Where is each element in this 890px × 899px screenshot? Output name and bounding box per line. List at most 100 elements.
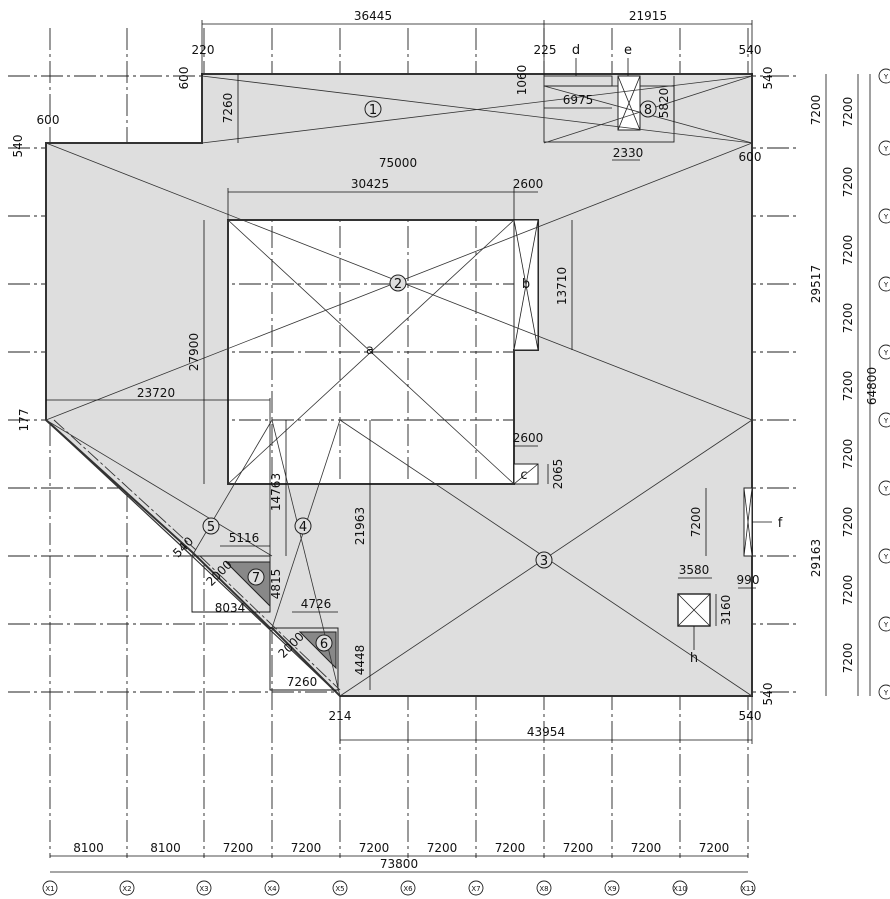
x-axis-label: X7: [471, 885, 480, 893]
region-circle-1: [364, 100, 382, 118]
x-axis-label: X4: [267, 885, 277, 893]
letter-h: h: [690, 651, 698, 666]
y-spacing-label: 7200: [841, 439, 855, 470]
axis-bubble-y9: [878, 616, 890, 632]
skylight-e-x2: [617, 75, 641, 131]
y-axis-label: Y: [883, 73, 889, 81]
dim-2065: 2065: [551, 459, 565, 490]
dim-3160: 3160: [719, 595, 733, 626]
dim-2600-mid: 2600: [513, 431, 544, 445]
x-spacing-label: 8100: [73, 841, 104, 855]
y-spacing-label: 7200: [841, 97, 855, 128]
dim-2600-top: 2600: [513, 177, 544, 191]
region-circle-8: [639, 100, 657, 118]
skylight-c-x: [513, 463, 539, 485]
dim-600-left: 600: [37, 113, 60, 127]
y-axis-label: Y: [883, 145, 889, 153]
dim-2330: 2330: [613, 146, 644, 160]
x-axis-label: X9: [607, 885, 616, 893]
axis-bubble-x4: [264, 880, 280, 896]
dim-27900: 27900: [187, 333, 201, 371]
r5-diag-a: [45, 419, 273, 557]
region-label-1: 1: [369, 103, 377, 118]
y-axis-label: Y: [883, 553, 889, 561]
y-spacing-label: 7200: [841, 643, 855, 674]
region-markers: [202, 100, 657, 652]
axis-bubble-x9: [604, 880, 620, 896]
x-axis-label: X5: [335, 885, 344, 893]
y-axis-label: Y: [883, 349, 889, 357]
dim-3580: 3580: [679, 563, 710, 577]
dim-540-right: 540: [761, 67, 775, 90]
skylight-f-x2: [743, 487, 753, 557]
x-axis-label: X8: [539, 885, 548, 893]
dim-540-left: 540: [11, 135, 25, 158]
r1-diag-b: [201, 75, 753, 144]
region-circle-4: [294, 517, 312, 535]
axis-bubbles: [42, 68, 890, 896]
x-axis-label: X1: [45, 885, 54, 893]
dim-1060: 1060: [515, 65, 529, 96]
dim-73800: 73800: [380, 857, 418, 871]
dim-4448: 4448: [353, 645, 367, 676]
dim-23720: 23720: [137, 386, 175, 400]
y-axis-label: Y: [883, 213, 889, 221]
letter-c: c: [520, 468, 527, 483]
dim-600-right: 600: [739, 150, 762, 164]
dim-7260-h: 7260: [287, 675, 318, 689]
y-axis-labels: Y Y Y Y Y Y Y Y Y Y: [883, 73, 889, 697]
region-label-8: 8: [644, 103, 652, 118]
region-label-5: 5: [207, 520, 215, 535]
dim-177: 177: [17, 409, 31, 432]
axis-bubble-x6: [400, 880, 416, 896]
dim-13710: 13710: [555, 267, 569, 305]
skylight-h-x2: [677, 593, 711, 627]
region-circle-3: [535, 551, 553, 569]
letter-f: f: [778, 516, 783, 531]
axis-bubble-x11: [740, 880, 756, 896]
dim-30425: 30425: [351, 177, 389, 191]
axis-bubble-y3: [878, 208, 890, 224]
dim-540-bottom-r: 540: [761, 683, 775, 706]
y-spacing-labels: 7200 7200 7200 7200 7200 7200 7200 7200 7200: [841, 97, 855, 674]
axis-bubble-x1: [42, 880, 58, 896]
letter-b: b: [522, 277, 530, 292]
axis-bubble-x8: [536, 880, 552, 896]
dim-8034: 8034: [215, 601, 246, 615]
x-axis-label: X6: [403, 885, 413, 893]
x-spacing-label: 7200: [359, 841, 390, 855]
region-diagonals: [45, 75, 753, 697]
dim-540-bottom: 540: [739, 709, 762, 723]
dim-21963: 21963: [353, 507, 367, 545]
diagonal-edge-a: [45, 419, 193, 557]
y-spacing-label: 7200: [841, 303, 855, 334]
dim-990: 990: [737, 573, 760, 587]
dim-21915: 21915: [629, 9, 667, 23]
dim-6975: 6975: [563, 93, 594, 107]
region-circle-5: [202, 517, 220, 535]
region-circle-6: [315, 634, 333, 652]
axis-bubble-y8: [878, 548, 890, 564]
dim-7200-f: 7200: [689, 507, 703, 538]
x-spacing-label: 7200: [699, 841, 730, 855]
axis-bubble-y5: [878, 344, 890, 360]
axis-bubble-y6: [878, 412, 890, 428]
axis-bubble-y1: [878, 68, 890, 84]
x-spacing-label: 7200: [495, 841, 526, 855]
x-axis-labels: X1 X2 X3 X4 X5 X6 X7 X8 X9 X10 X11: [45, 885, 754, 893]
axis-bubble-x7: [468, 880, 484, 896]
x-spacing-label: 7200: [563, 841, 594, 855]
axis-bubble-y10: [878, 684, 890, 700]
x-axis-label: X10: [673, 885, 687, 893]
letter-d: d: [572, 43, 580, 58]
dimension-lines: [46, 20, 871, 873]
region-circle-7: [247, 568, 265, 586]
dim-64800: 64800: [865, 367, 879, 405]
dim-29163: 29163: [809, 539, 823, 577]
y-axis-label: Y: [883, 417, 889, 425]
x-spacing-label: 7200: [631, 841, 662, 855]
dim-220: 220: [192, 43, 215, 57]
dim-36445: 36445: [354, 9, 392, 23]
region-label-2: 2: [394, 277, 402, 292]
